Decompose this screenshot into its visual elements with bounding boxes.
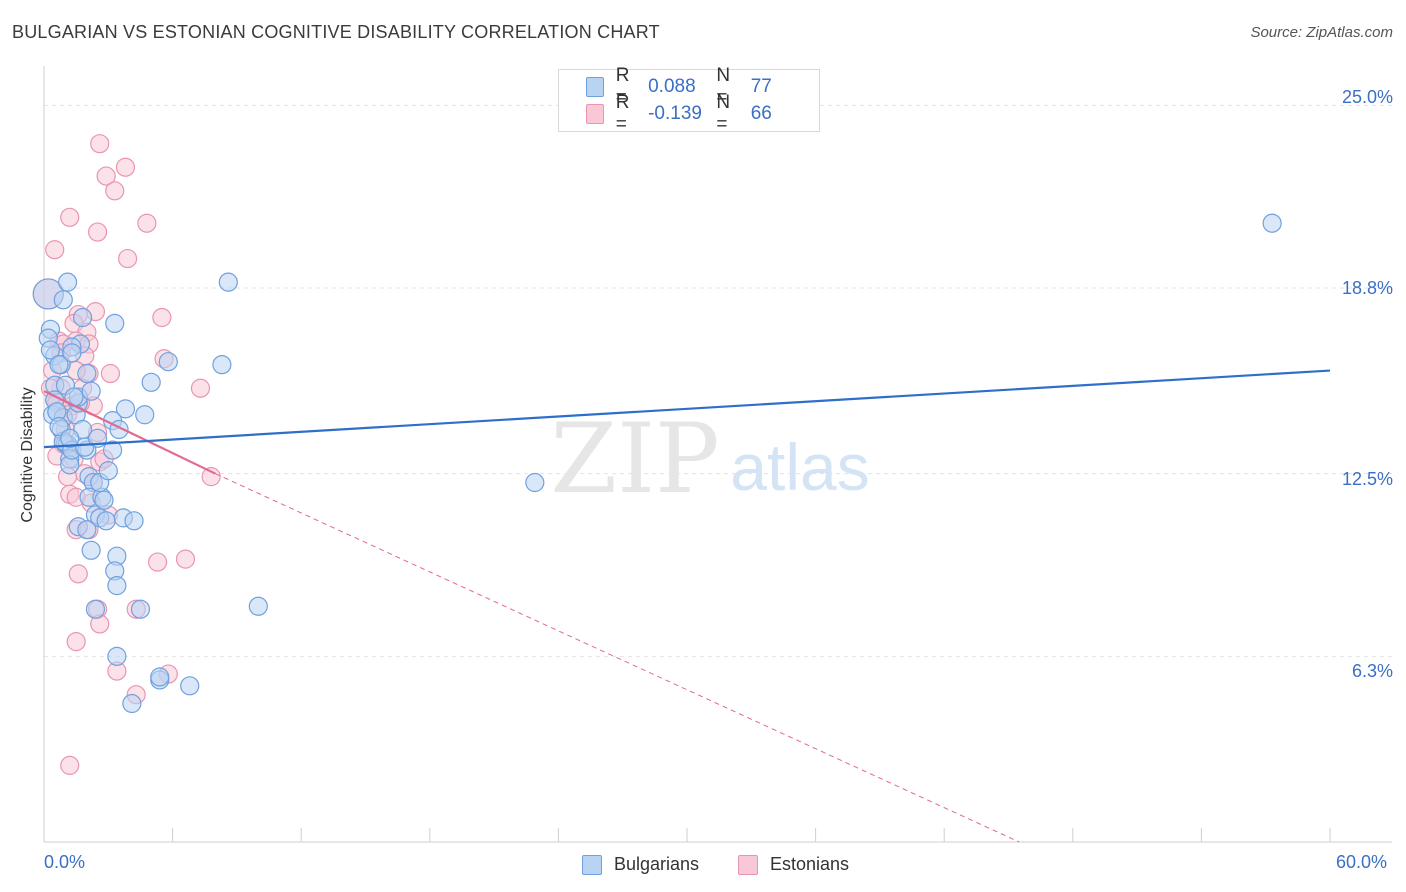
r-label: R = — [615, 65, 630, 108]
estonian-point — [60, 207, 80, 227]
bulgarian-point — [141, 372, 161, 392]
estonians-trend-line — [43, 390, 216, 475]
x-tick-max: 60.0% — [1336, 852, 1388, 872]
x-tick-min: 0.0% — [44, 852, 86, 872]
stats-legend-box: R = 0.088 N = 77 R = -0.139 N = 66 — [558, 65, 820, 135]
bulgarian-point — [102, 440, 123, 460]
bulgarian-point — [130, 599, 151, 619]
estonian-point — [100, 363, 121, 384]
bulgarian-point — [62, 343, 82, 363]
legend-label-bulgarians: Bulgarians — [614, 854, 700, 874]
source-label: Source: ZipAtlas.com — [1250, 24, 1393, 41]
estonian-point — [45, 240, 65, 260]
estonians-legend-swatch — [738, 854, 758, 875]
bulgarian-point — [124, 511, 144, 531]
r-value-estonians: -0.139 — [648, 103, 702, 124]
stats-row-estonians: R = -0.139 N = 66 — [559, 92, 819, 135]
bulgarian-point — [53, 290, 73, 310]
n-value-bulgarians: 77 — [750, 76, 772, 97]
estonian-point — [152, 307, 172, 328]
estonian-point — [90, 134, 110, 154]
estonian-point — [87, 222, 108, 242]
bulgarian-point — [85, 599, 106, 619]
bulgarian-point — [105, 313, 125, 334]
bulgarian-point — [107, 576, 127, 596]
bulgarian-point — [96, 511, 116, 531]
estonian-point — [105, 181, 125, 201]
chart-legend: Bulgarians Estonians — [0, 852, 1406, 878]
legend-label-estonians: Estonians — [770, 854, 850, 874]
estonian-point — [137, 213, 157, 233]
bulgarians-swatch — [586, 77, 604, 97]
bulgarian-point — [107, 646, 127, 666]
bulgarian-point — [72, 307, 93, 328]
y-tick-25: 25.0% — [1341, 87, 1393, 107]
estonian-point — [115, 157, 136, 177]
estonian-point — [147, 552, 168, 572]
stats-row-bulgarians: R = 0.088 N = 77 — [559, 65, 819, 108]
bulgarian-point — [150, 667, 170, 687]
watermark-atlas: atlas — [730, 430, 869, 504]
bulgarian-point — [135, 405, 155, 425]
bulgarian-point — [77, 520, 97, 540]
estonian-point — [60, 755, 80, 775]
bulgarian-point — [525, 472, 545, 493]
bulgarian-point — [115, 399, 136, 419]
bulgarian-point — [212, 355, 232, 375]
n-label: N = — [716, 92, 731, 135]
estonian-point — [201, 467, 221, 487]
r-label: R = — [615, 92, 630, 135]
estonian-point — [175, 549, 196, 569]
estonians-trend-extension — [215, 473, 1020, 843]
estonian-point — [66, 632, 86, 652]
y-tick-18-8: 18.8% — [1341, 278, 1393, 298]
y-tick-12-5: 12.5% — [1341, 469, 1393, 489]
n-value-estonians: 66 — [750, 103, 772, 124]
n-label: N = — [716, 65, 731, 108]
bulgarian-point — [49, 355, 69, 375]
bulgarian-point — [98, 461, 118, 481]
bulgarian-point — [60, 428, 80, 448]
r-value-bulgarians: 0.088 — [648, 76, 696, 97]
bulgarian-point — [180, 676, 200, 696]
bulgarian-point — [248, 596, 268, 616]
bulgarians-trend-line — [43, 369, 1331, 449]
bulgarian-point — [218, 272, 238, 292]
watermark-zip: ZIP — [550, 403, 719, 515]
bulgarian-point — [77, 363, 97, 384]
bulgarian-point — [81, 540, 101, 560]
bulgarian-point — [158, 352, 178, 372]
bulgarian-point — [40, 340, 61, 360]
bulgarian-point — [81, 381, 101, 401]
bulgarians-legend-swatch — [582, 854, 602, 875]
bulgarian-point — [122, 693, 142, 714]
estonians-swatch — [586, 104, 604, 124]
estonian-point — [117, 248, 138, 269]
bulgarian-point — [57, 272, 78, 292]
estonian-point — [96, 166, 116, 186]
legend-item-estonians[interactable]: Estonians — [738, 854, 849, 875]
chart-title: BULGARIAN VS ESTONIAN COGNITIVE DISABILI… — [12, 22, 660, 42]
estonian-point — [190, 378, 211, 398]
y-tick-6-3: 6.3% — [1351, 661, 1393, 681]
bulgarian-point — [94, 490, 114, 510]
bulgarian-point — [1262, 213, 1282, 233]
legend-item-bulgarians[interactable]: Bulgarians — [582, 854, 699, 875]
estonian-point — [68, 564, 88, 584]
